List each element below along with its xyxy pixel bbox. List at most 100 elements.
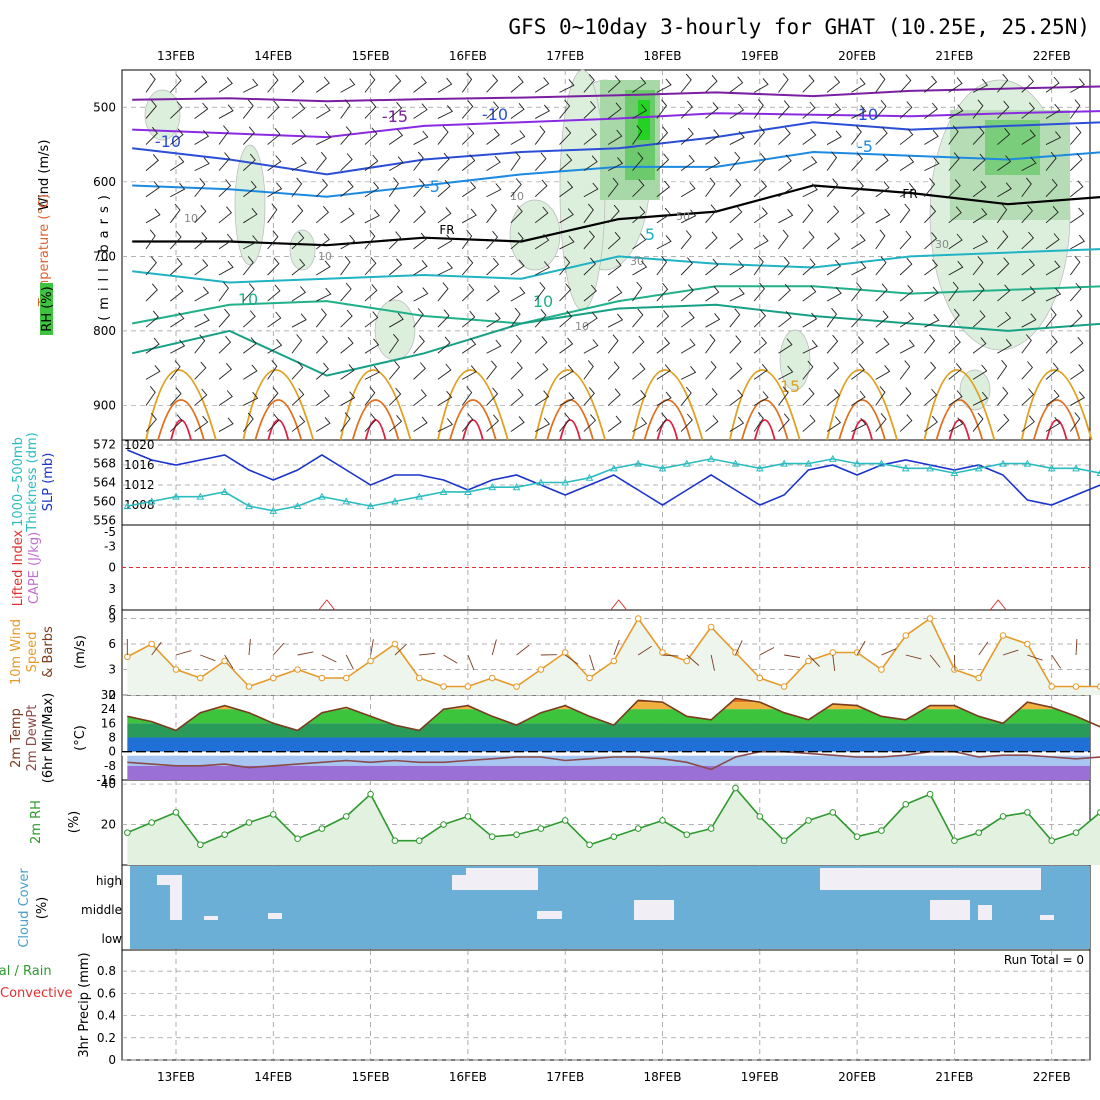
wind-barb	[315, 151, 327, 171]
wind-barb	[291, 75, 305, 93]
wind10m-barb	[419, 652, 436, 656]
wind10m-barb	[200, 654, 216, 662]
wind-barb	[170, 182, 186, 198]
temp-bands	[127, 698, 1090, 780]
wind-barb	[899, 155, 915, 172]
wind-barb	[729, 389, 744, 406]
rh-contour-label: 50	[676, 210, 690, 223]
wind-barb	[875, 337, 890, 354]
wind-barb	[534, 363, 549, 380]
wind10m-barb	[491, 639, 497, 656]
wind10m-point	[172, 666, 180, 673]
wind-barb	[461, 127, 475, 145]
y-tick-label: 0	[108, 1053, 116, 1067]
wind-barb	[534, 179, 548, 198]
wind-barb	[534, 152, 547, 171]
wind-barb	[413, 130, 429, 145]
rh2m-point	[391, 837, 399, 845]
thickness-point	[950, 469, 959, 477]
wind-barb	[607, 334, 619, 354]
wind-barb	[291, 286, 307, 302]
wind-barb	[924, 232, 938, 250]
wind-barb	[607, 157, 624, 172]
upper-air-panel: 500 600 700 800 900 -15 -10 -10 -10 -5 -5 -5 5 10 10 15…	[93, 20, 1100, 441]
wind-barb	[486, 203, 497, 224]
wind-barb	[510, 286, 526, 302]
wind-barb	[462, 208, 477, 224]
slp-line	[126, 449, 1100, 506]
rh-contour-label: 30	[935, 238, 949, 251]
wind-barb	[753, 336, 768, 354]
bottom-date-label: 19FEB	[741, 1070, 779, 1084]
rh-shade	[559, 69, 606, 311]
wind10m-barb	[564, 654, 579, 665]
wind-barb	[924, 130, 939, 145]
wind-barb	[534, 282, 546, 302]
rh2m-point	[610, 833, 618, 840]
wind-barb	[170, 257, 183, 276]
rh-shade	[959, 369, 991, 411]
wind10m-point	[926, 615, 934, 622]
wind-barb	[291, 361, 304, 380]
wind-barb	[364, 338, 380, 354]
rh2m-point	[318, 825, 326, 832]
thickness-tick-label: 572	[93, 438, 116, 452]
wind-barb	[948, 308, 960, 328]
wind-barb	[486, 414, 500, 432]
wind10m-barb	[589, 654, 595, 671]
wind-barb	[997, 203, 1008, 224]
wind-barb	[486, 128, 500, 145]
warm-isotherm	[728, 369, 801, 441]
wind-barb	[924, 415, 938, 432]
rh2m-point	[805, 817, 812, 824]
wind-barb	[145, 256, 157, 276]
y-tick-label: 40	[101, 777, 116, 791]
wind-barb	[559, 79, 575, 93]
y-tick-label: 0	[108, 688, 116, 702]
wind-barb	[851, 309, 863, 328]
wind-barb	[145, 154, 159, 171]
wind-barb	[1045, 131, 1062, 145]
wind-barb	[802, 258, 816, 276]
wind-barb	[510, 178, 522, 198]
warm-isotherm	[170, 419, 192, 441]
thickness-point	[585, 473, 594, 481]
thickness-point	[853, 459, 861, 467]
wind-barb	[924, 157, 940, 172]
wind-barb	[632, 76, 647, 93]
bottom-date-label: 16FEB	[449, 1070, 487, 1084]
wind-barb	[778, 154, 792, 171]
wind-barb	[1070, 336, 1084, 354]
warm-isotherm	[1020, 369, 1093, 441]
warm-isotherm	[631, 369, 704, 441]
slp-tick-label: 1012	[124, 478, 155, 492]
wind-barb	[194, 313, 210, 328]
thickness-point	[293, 502, 302, 510]
wind-barb	[729, 233, 744, 250]
wind-barb	[145, 337, 160, 354]
wind-barb	[705, 258, 719, 276]
bottom-date-label: 22FEB	[1033, 1070, 1071, 1084]
rh2m-point	[197, 841, 204, 849]
rh2m-point	[634, 825, 642, 832]
lifted-index-panel: -5-3 0 3 6	[104, 525, 1090, 617]
wind-barb	[705, 102, 719, 119]
wind-barb	[316, 260, 331, 276]
wind-barb	[705, 415, 719, 432]
wind-barb	[1021, 286, 1036, 302]
wind10m-barb	[370, 639, 374, 656]
wind-barb	[510, 361, 523, 380]
wind-barb	[1021, 231, 1035, 250]
wind-barb	[753, 78, 769, 93]
wind-barb	[316, 389, 330, 406]
thickness-tick-label: 560	[93, 494, 116, 508]
wind-barb	[169, 360, 181, 380]
wind-barb	[607, 204, 620, 224]
wind-barb	[461, 100, 474, 119]
wind-barb	[486, 258, 500, 276]
bottom-date-label: 13FEB	[157, 1070, 195, 1084]
warm-isotherm	[826, 369, 898, 441]
wind-barb	[632, 104, 648, 119]
